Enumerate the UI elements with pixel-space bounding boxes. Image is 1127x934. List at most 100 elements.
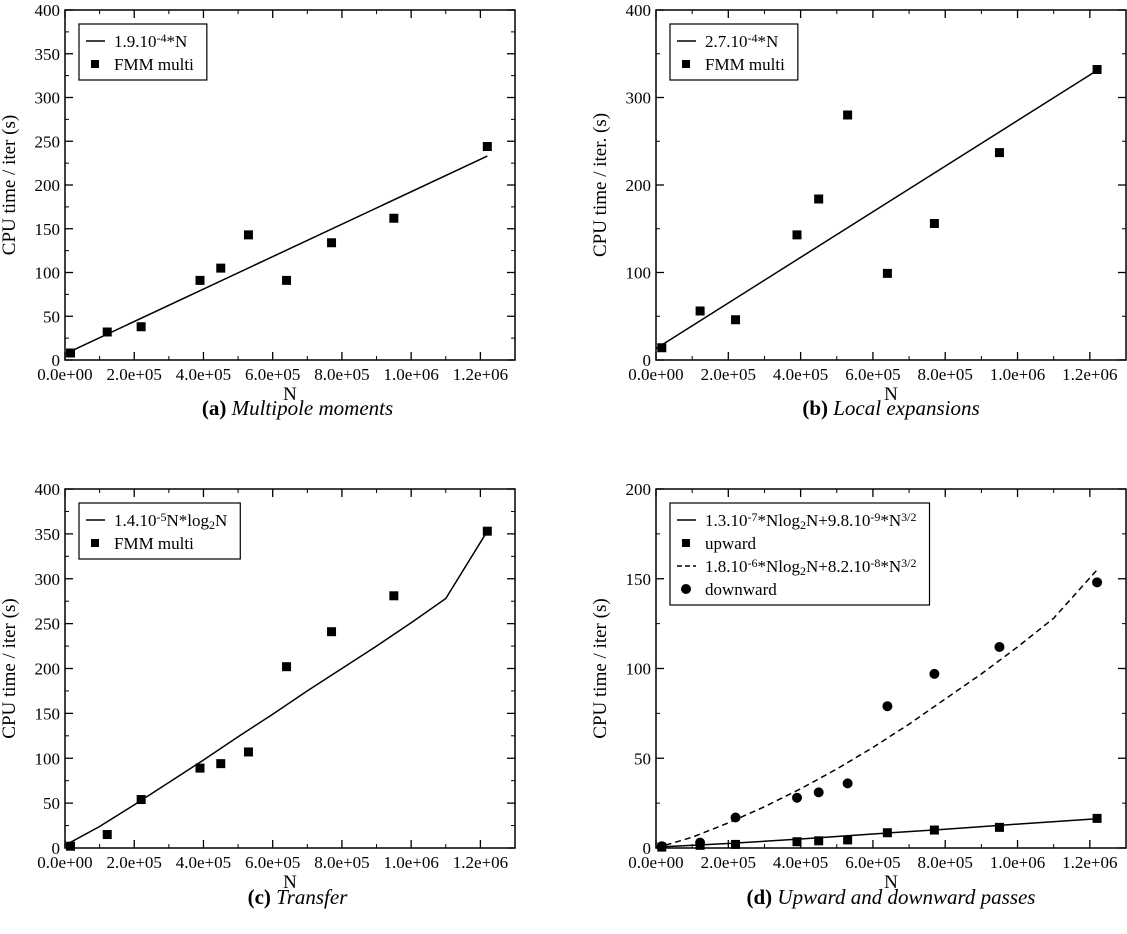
y-tick-label: 100 xyxy=(35,749,61,768)
legend-label: upward xyxy=(705,534,756,553)
legend-marker-sample xyxy=(682,539,690,547)
legend-label: FMM multi xyxy=(114,55,194,74)
data-point-upward xyxy=(792,837,802,847)
y-tick-label: 400 xyxy=(626,1,652,20)
legend: 1.9.10-4*N FMM multi xyxy=(78,23,208,81)
data-point-upward xyxy=(1092,813,1102,823)
data-point-fmm-multi xyxy=(102,830,112,840)
x-tick-label: 6.0e+05 xyxy=(245,365,300,384)
y-tick-label: 300 xyxy=(35,89,61,108)
data-point-fmm-multi xyxy=(282,662,292,672)
data-point-upward xyxy=(994,822,1004,832)
x-tick-label: 0.0e+00 xyxy=(628,365,683,384)
y-tick-label: 100 xyxy=(626,660,652,679)
x-axis-label: N xyxy=(283,384,297,405)
series-line-1-9-10-4-n xyxy=(64,155,488,355)
x-tick-label: 4.0e+05 xyxy=(773,365,828,384)
data-point-fmm-multi xyxy=(929,219,939,228)
data-point-downward xyxy=(730,812,741,823)
series-line-2-7-10-4-n xyxy=(655,69,1098,350)
x-tick-label: 2.0e+05 xyxy=(701,365,756,384)
data-point-downward xyxy=(695,837,706,848)
y-axis-label: CPU time / iter (s) xyxy=(0,598,20,738)
y-tick-label: 250 xyxy=(35,132,61,151)
legend-label: 1.9.10-4*N xyxy=(114,31,187,51)
y-tick-label: 0 xyxy=(52,839,61,858)
x-axis-label: N xyxy=(283,872,297,893)
legend-label: 1.3.10-7*Nlog2N+9.8.10-9*N3/2 xyxy=(705,510,917,532)
x-tick-label: 1.2e+06 xyxy=(1062,365,1117,384)
data-point-fmm-multi xyxy=(216,263,226,273)
series-line-1-4-10-5n-log2n xyxy=(64,530,488,846)
x-tick-label: 4.0e+05 xyxy=(773,853,828,872)
y-tick-label: 100 xyxy=(626,264,652,283)
x-tick-label: 8.0e+05 xyxy=(918,365,973,384)
x-tick-label: 8.0e+05 xyxy=(314,853,369,872)
data-point-fmm-multi xyxy=(882,268,892,278)
data-point-upward xyxy=(882,828,892,838)
legend-box xyxy=(78,502,241,560)
series-line-1-3-10-7-nlog2n-9-8-10-9-n3-2 xyxy=(655,817,1098,848)
y-tick-label: 300 xyxy=(35,570,61,589)
data-point-downward xyxy=(813,787,824,798)
data-point-downward xyxy=(994,641,1005,652)
x-tick-label: 8.0e+05 xyxy=(918,853,973,872)
y-axis-label: CPU time / iter (s) xyxy=(590,598,611,738)
legend-label: downward xyxy=(705,580,777,599)
y-tick-label: 0 xyxy=(52,351,61,370)
y-tick-label: 400 xyxy=(35,480,61,499)
data-point-fmm-multi xyxy=(389,591,399,601)
legend-label: 1.8.10-6*Nlog2N+8.2.10-8*N3/2 xyxy=(705,556,917,578)
data-point-fmm-multi xyxy=(243,747,253,757)
chart-c: 0.0e+00 2.0e+05 4.0e+05 6.0e+05 8.0e+05 1.0e+… xyxy=(0,480,516,893)
legend-label: FMM multi xyxy=(705,55,785,74)
data-point-fmm-multi xyxy=(282,275,292,285)
data-point-fmm-multi xyxy=(136,322,146,332)
series-line-1-8-10-6-nlog2n-8-2-10-8-n3-2 xyxy=(655,569,1098,849)
x-tick-label: 0.0e+00 xyxy=(628,853,683,872)
data-point-fmm-multi xyxy=(327,238,337,248)
caption-c-label: (c) xyxy=(247,885,271,909)
y-tick-label: 200 xyxy=(626,480,652,499)
data-point-upward xyxy=(731,839,741,849)
y-tick-label: 100 xyxy=(35,264,61,283)
data-point-fmm-multi xyxy=(66,348,76,358)
data-point-downward xyxy=(1092,577,1103,588)
data-point-upward xyxy=(843,835,853,845)
y-tick-label: 50 xyxy=(634,749,651,768)
data-point-fmm-multi xyxy=(482,526,492,536)
y-tick-label: 150 xyxy=(35,704,61,723)
caption-a-label: (a) xyxy=(201,396,227,420)
caption-a-title: Multipole moments xyxy=(231,396,394,420)
y-tick-label: 350 xyxy=(35,525,61,544)
y-tick-label: 50 xyxy=(43,794,60,813)
panel-c: 0.0e+00 2.0e+05 4.0e+05 6.0e+05 8.0e+05 1.0e+… xyxy=(0,467,560,934)
chart-d: 0.0e+00 2.0e+05 4.0e+05 6.0e+05 8.0e+05 1.0e+… xyxy=(590,480,1127,893)
x-axis-label: N xyxy=(884,384,898,405)
caption-b-title: Local expansions xyxy=(833,396,980,420)
data-point-fmm-multi xyxy=(66,841,76,851)
data-point-fmm-multi xyxy=(243,230,253,240)
data-point-fmm-multi xyxy=(327,627,337,637)
legend-marker-sample xyxy=(682,60,690,68)
data-point-fmm-multi xyxy=(994,148,1004,158)
legend-box xyxy=(78,23,208,81)
legend-marker-sample xyxy=(681,584,691,594)
y-tick-label: 300 xyxy=(626,89,652,108)
y-tick-label: 150 xyxy=(626,570,652,589)
x-tick-label: 1.0e+06 xyxy=(383,853,438,872)
data-point-fmm-multi xyxy=(792,230,802,240)
data-point-fmm-multi xyxy=(102,327,112,337)
x-tick-label: 4.0e+05 xyxy=(176,853,231,872)
legend-label: FMM multi xyxy=(114,534,194,553)
caption-d-title: Upward and downward passes xyxy=(777,885,1036,909)
legend: 2.7.10-4*N FMM multi xyxy=(669,23,799,81)
legend-marker-sample xyxy=(91,539,99,547)
y-tick-label: 200 xyxy=(35,176,61,195)
x-tick-label: 6.0e+05 xyxy=(845,365,900,384)
data-point-fmm-multi xyxy=(1092,65,1102,74)
caption-b-label: (b) xyxy=(802,396,828,420)
y-tick-label: 350 xyxy=(35,45,61,64)
x-axis-label: N xyxy=(884,872,898,893)
x-tick-label: 1.0e+06 xyxy=(990,853,1045,872)
